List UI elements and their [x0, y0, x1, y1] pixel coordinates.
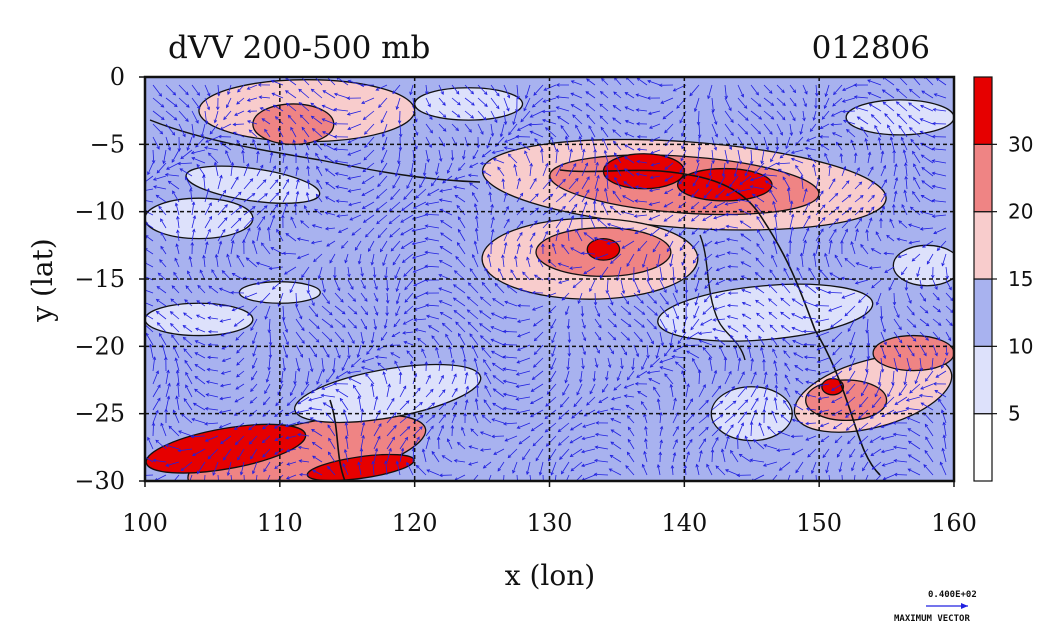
y-tick-label: −15: [74, 265, 125, 293]
wind-vector: [492, 436, 504, 437]
colorbar-swatch: [974, 346, 992, 413]
wind-vector-head: [572, 482, 575, 485]
y-tick-label: −30: [74, 467, 125, 495]
wind-vector-head: [203, 486, 206, 489]
colorbar-swatch: [974, 212, 992, 279]
colorbar-label: 10: [1008, 334, 1033, 358]
y-tick-label: 0: [110, 63, 125, 91]
colorbar-swatch: [974, 279, 992, 346]
wind-vector-head: [563, 485, 566, 488]
colorbar-swatch: [974, 144, 992, 211]
wind-vector: [153, 423, 154, 436]
wind-vector: [725, 357, 726, 371]
y-axis-ticks: 0 −5 −10 −15 −20 −25 −30: [74, 63, 145, 495]
x-axis-label: x (lon): [505, 559, 595, 592]
wind-vector-head: [829, 484, 832, 487]
x-tick-label: 140: [661, 509, 707, 537]
wind-vector: [503, 331, 517, 332]
colorbar-label: 30: [1008, 132, 1033, 156]
colorbar: 5 10 15 20 30: [974, 77, 1033, 481]
wind-vector: [895, 474, 907, 475]
wind-vector-head: [254, 485, 257, 488]
x-tick-label: 130: [527, 509, 573, 537]
x-tick-label: 120: [392, 509, 438, 537]
wind-vector-head: [530, 484, 533, 487]
y-tick-label: −10: [74, 198, 125, 226]
colorbar-label: 15: [1008, 267, 1033, 291]
wind-vector: [728, 266, 738, 267]
y-axis-label: y (lat): [26, 238, 59, 322]
wind-vector: [726, 214, 738, 215]
x-axis-ticks: 100 110 120 130 140 150 160: [122, 481, 977, 537]
wind-vector: [737, 435, 738, 449]
vector-key-caption: MAXIMUM VECTOR: [894, 614, 970, 624]
wind-vector-head: [218, 486, 221, 489]
wind-vector-head: [231, 486, 234, 489]
wind-vector-head: [841, 483, 844, 486]
wind-vector-head: [265, 483, 268, 486]
wind-vector-head: [768, 483, 771, 486]
x-tick-label: 110: [257, 509, 303, 537]
colorbar-label: 5: [1008, 402, 1021, 426]
wind-vector-head: [801, 485, 804, 488]
x-tick-label: 150: [796, 509, 842, 537]
vector-key-arrowhead: [961, 603, 968, 609]
wind-vector-head: [187, 485, 190, 488]
wind-vector-head: [785, 485, 788, 488]
vector-key: 0.400E+02 MAXIMUM VECTOR: [894, 590, 977, 624]
wind-vector: [361, 449, 362, 462]
contour-region-19: [145, 303, 253, 335]
colorbar-label: 20: [1008, 200, 1033, 224]
vector-key-magnitude: 0.400E+02: [928, 590, 977, 600]
wind-vector: [438, 437, 439, 449]
wind-vector: [894, 293, 895, 305]
wind-vector-head: [815, 485, 818, 488]
wind-vector-head: [171, 482, 174, 485]
x-tick-label: 160: [931, 509, 977, 537]
colorbar-swatch: [974, 77, 992, 144]
y-tick-label: −25: [74, 400, 125, 428]
x-tick-label: 100: [122, 509, 168, 537]
wind-vector-head: [553, 486, 556, 489]
wind-vector-head: [243, 486, 246, 489]
y-tick-label: −20: [74, 332, 125, 360]
chart-title: dVV 200-500 mb: [168, 30, 430, 66]
wind-vector-head: [502, 482, 505, 485]
y-tick-label: −5: [90, 130, 125, 158]
wind-vector-head: [516, 483, 519, 486]
wind-vector-head: [542, 485, 545, 488]
date-label: 012806: [812, 30, 930, 66]
wind-vector: [569, 332, 570, 342]
colorbar-swatch: [974, 414, 992, 481]
